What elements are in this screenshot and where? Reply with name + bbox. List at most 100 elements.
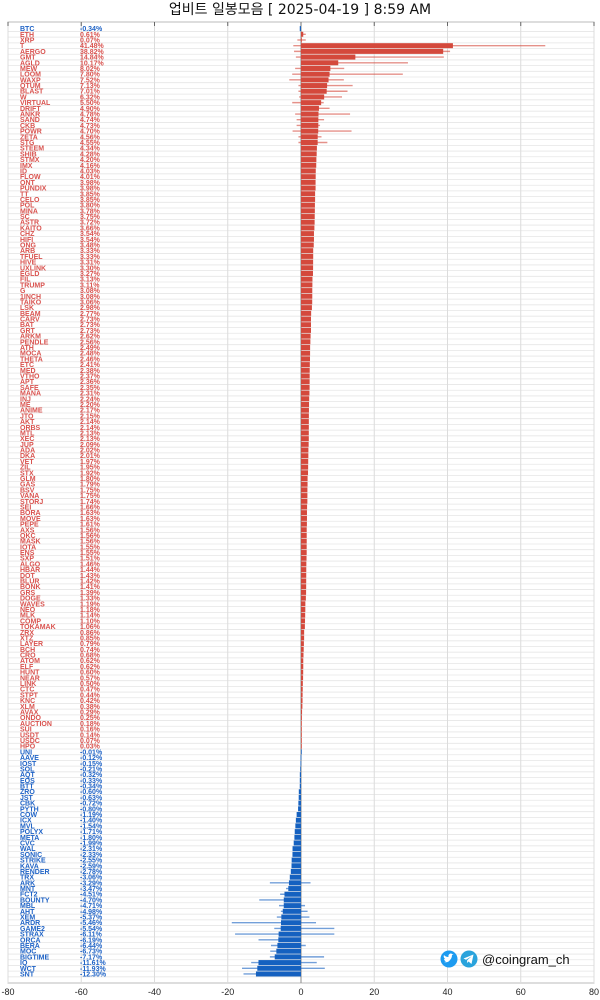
value-label: 7.01% xyxy=(80,89,101,96)
value-label: -0.63% xyxy=(80,795,103,802)
value-label: 4.20% xyxy=(80,157,101,164)
bar-aergo xyxy=(301,48,444,54)
symbol-label: SOL xyxy=(20,766,35,773)
symbol-label: SC xyxy=(20,214,30,221)
bar-xtz xyxy=(301,635,305,641)
value-label: 3.30% xyxy=(80,265,101,272)
bar-hifi xyxy=(301,236,314,242)
symbol-label: BLAST xyxy=(20,89,44,96)
symbol-label: LSK xyxy=(20,305,34,312)
bar-aqt xyxy=(299,772,301,778)
symbol-label: VANA xyxy=(20,493,39,500)
value-label: 2.73% xyxy=(80,317,101,324)
value-label: -2.78% xyxy=(80,869,103,876)
bar-sonic xyxy=(292,851,301,857)
bar-pyth xyxy=(298,806,301,812)
bar-kava xyxy=(291,863,301,869)
value-label: 2.37% xyxy=(80,373,101,380)
bar-grt xyxy=(301,327,311,333)
bar-cvc xyxy=(293,840,301,846)
bar-trump xyxy=(301,282,313,288)
symbol-label: JTO xyxy=(20,413,34,420)
symbol-label: ORBS xyxy=(20,425,41,432)
symbol-label: JUP xyxy=(20,442,34,449)
bar-bigtime xyxy=(274,954,301,960)
symbol-label: ARB xyxy=(20,248,35,255)
value-label: 0.14% xyxy=(80,732,101,739)
bar-comp xyxy=(301,618,306,624)
bar-dka xyxy=(301,453,309,459)
bar-w xyxy=(301,94,325,100)
value-label: -0.15% xyxy=(80,761,103,768)
bar-id xyxy=(301,168,316,174)
bar-hpo xyxy=(301,743,302,749)
symbol-label: LINK xyxy=(20,681,36,688)
value-label: 1.63% xyxy=(80,510,101,517)
value-label: 2.24% xyxy=(80,396,101,403)
bar-cbk xyxy=(298,800,301,806)
symbol-label: ATH xyxy=(20,345,34,352)
symbol-label: SEI xyxy=(20,504,31,511)
symbol-label: IOTA xyxy=(20,544,36,551)
symbol-label: HIVE xyxy=(20,260,37,267)
bar-stmx xyxy=(301,157,317,163)
bar-cro xyxy=(301,652,304,658)
value-label: 8.02% xyxy=(80,66,101,73)
symbol-label: FCT2 xyxy=(20,892,38,899)
value-label: 2.09% xyxy=(80,442,101,449)
bar-aave xyxy=(300,755,302,761)
value-label: 3.08% xyxy=(80,294,101,301)
bar-link xyxy=(301,681,303,687)
value-label: 5.50% xyxy=(80,100,101,107)
bar-bonk xyxy=(301,584,307,590)
bar-render xyxy=(290,868,301,874)
value-label: 2.02% xyxy=(80,448,101,455)
bar-med xyxy=(301,367,310,373)
bar-arkm xyxy=(301,333,311,339)
symbol-label: ZRX xyxy=(20,630,34,637)
value-label: 1.06% xyxy=(80,624,101,631)
bar-bounty xyxy=(283,897,301,903)
value-label: 1.10% xyxy=(80,618,101,625)
bar-ondo xyxy=(301,715,302,721)
symbol-label: CVC xyxy=(20,840,35,847)
symbol-label: THETA xyxy=(20,356,43,363)
value-label: 0.07% xyxy=(80,37,101,44)
bar-layer xyxy=(301,641,304,647)
bar-inj xyxy=(301,396,310,402)
bar-powr xyxy=(301,128,319,134)
symbol-label: WAXP xyxy=(20,77,41,84)
value-label: 3.98% xyxy=(80,180,101,187)
value-label: -2.59% xyxy=(80,863,103,870)
value-label: 3.78% xyxy=(80,208,101,215)
value-label: 3.66% xyxy=(80,225,101,232)
value-label: 2.13% xyxy=(80,430,101,437)
symbol-label: DOT xyxy=(20,573,36,580)
value-label: -0.32% xyxy=(80,772,103,779)
symbol-label: GRS xyxy=(20,590,36,597)
bar-btt xyxy=(299,783,301,789)
symbol-label: MINA xyxy=(20,208,38,215)
bar-qkc xyxy=(301,532,307,538)
value-label: 10.17% xyxy=(80,60,105,67)
bar-hunt xyxy=(301,669,304,675)
bar-orbs xyxy=(301,424,309,430)
value-label: -3.29% xyxy=(80,880,103,887)
symbol-label: MOC xyxy=(20,949,36,956)
value-label: 0.74% xyxy=(80,647,101,654)
symbol-label: MTL xyxy=(20,430,35,437)
x-tick-label: -60 xyxy=(75,987,88,997)
value-label: 2.56% xyxy=(80,339,101,346)
value-label: 4.74% xyxy=(80,117,101,124)
value-label: 3.85% xyxy=(80,191,101,198)
symbol-label: XTZ xyxy=(20,635,34,642)
symbol-label: MEW xyxy=(20,66,38,73)
bar-flow xyxy=(301,174,316,180)
value-label: 2.77% xyxy=(80,311,101,318)
symbol-label: POWR xyxy=(20,129,42,136)
symbol-label: TRX xyxy=(20,875,34,882)
value-label: 3.11% xyxy=(80,282,100,289)
bar-sc xyxy=(301,214,315,220)
bar-elf xyxy=(301,663,304,669)
